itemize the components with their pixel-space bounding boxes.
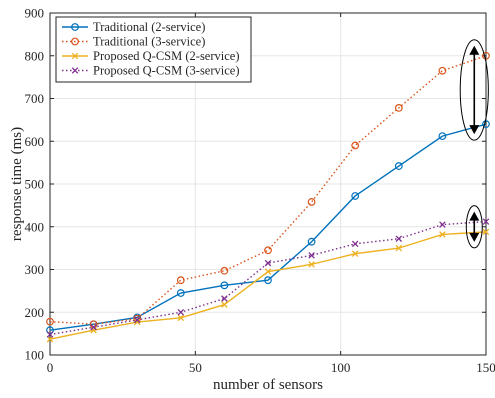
series-line bbox=[50, 232, 486, 339]
y-axis-label: response time (ms) bbox=[9, 127, 25, 241]
arrow-head-up bbox=[469, 46, 479, 55]
series-2 bbox=[47, 52, 490, 327]
annotations bbox=[460, 40, 488, 248]
ellipse-arrow-annotation bbox=[460, 40, 488, 140]
x-tick-label: 0 bbox=[47, 360, 54, 375]
data-point bbox=[396, 236, 402, 242]
y-tick-label: 400 bbox=[25, 219, 45, 234]
y-tick-label: 300 bbox=[25, 262, 45, 277]
y-tick-label: 500 bbox=[25, 177, 45, 192]
data-point bbox=[352, 142, 359, 149]
arrow-head-down bbox=[469, 125, 479, 134]
series-lines bbox=[47, 52, 490, 342]
y-tick-label: 900 bbox=[25, 6, 45, 21]
x-tick-label: 50 bbox=[189, 360, 202, 375]
x-axis-label: number of sensors bbox=[213, 377, 323, 393]
x-tick-label: 150 bbox=[476, 360, 495, 375]
series-3 bbox=[47, 229, 489, 342]
legend-label: Traditional (3-service) bbox=[93, 35, 205, 49]
y-tick-label: 200 bbox=[25, 305, 45, 320]
data-point bbox=[352, 241, 358, 247]
data-point bbox=[265, 247, 272, 254]
y-tick-label: 100 bbox=[25, 348, 45, 363]
y-tick-label: 700 bbox=[25, 91, 45, 106]
arrow-head-down bbox=[469, 233, 479, 242]
x-tick-label: 100 bbox=[331, 360, 351, 375]
y-tick-label: 800 bbox=[25, 48, 45, 63]
series-4 bbox=[47, 219, 489, 337]
data-point bbox=[308, 199, 315, 206]
legend: Traditional (2-service)Traditional (3-se… bbox=[56, 17, 251, 82]
y-tick-label: 600 bbox=[25, 134, 45, 149]
legend-label: Proposed Q-CSM (2-service) bbox=[93, 49, 240, 63]
data-point bbox=[439, 67, 446, 74]
series-line bbox=[50, 222, 486, 335]
legend-label: Proposed Q-CSM (3-service) bbox=[93, 64, 240, 78]
legend-label: Traditional (2-service) bbox=[93, 20, 205, 34]
arrow-head-up bbox=[469, 212, 479, 221]
